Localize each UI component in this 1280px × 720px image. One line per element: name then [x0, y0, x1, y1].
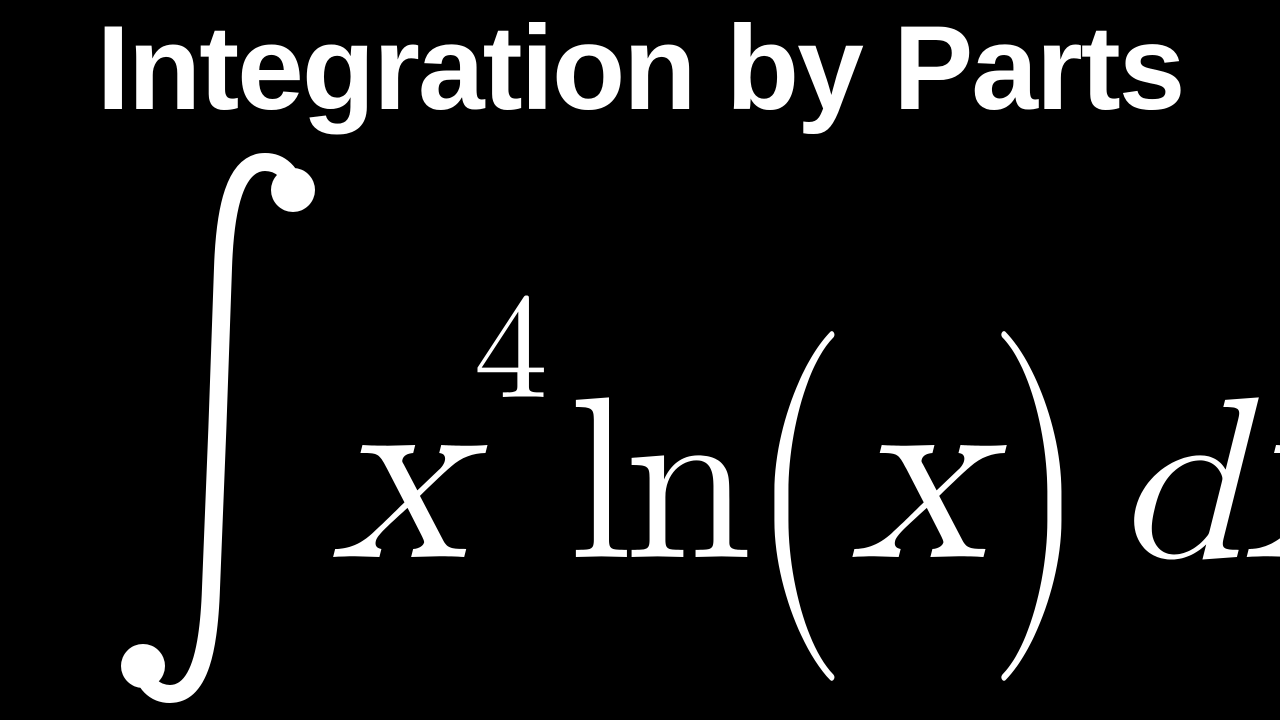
- differential-var: x: [1244, 348, 1280, 608]
- ln-label: ln: [568, 372, 744, 602]
- left-paren: (: [748, 312, 849, 663]
- slide-container: Integration by Parts x 4 ln ( x ) d x: [0, 0, 1280, 720]
- right-paren: ): [987, 312, 1088, 663]
- variable-x: x: [330, 348, 467, 608]
- integral-formula: x 4 ln ( x ) d x: [0, 158, 1280, 698]
- ln-argument: x: [849, 348, 986, 608]
- integrand: x 4 ln ( x ) d x: [330, 348, 1280, 608]
- integral-sign-icon: [115, 148, 335, 708]
- exponent: 4: [473, 277, 548, 427]
- slide-title: Integration by Parts: [97, 8, 1184, 128]
- differential-d: d: [1116, 372, 1244, 602]
